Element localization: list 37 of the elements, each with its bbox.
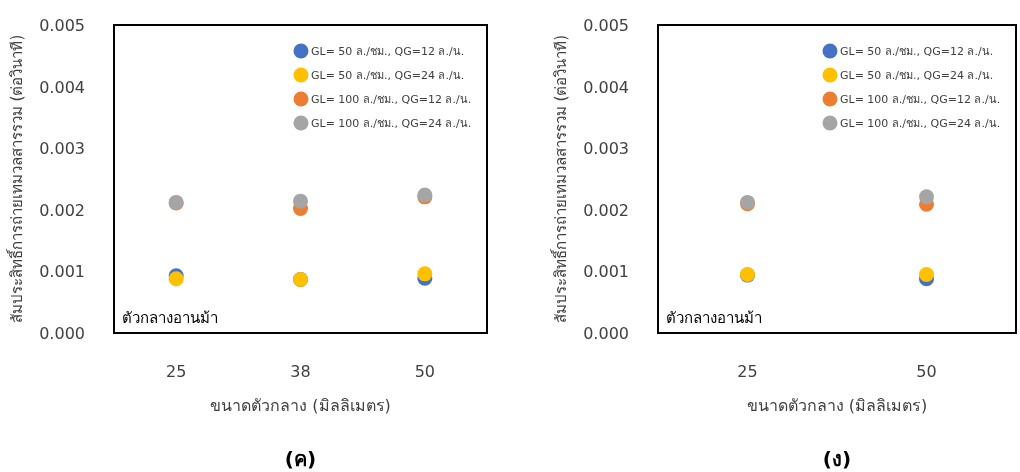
y-tick-label: 0.002: [39, 200, 85, 220]
y-tick-label: 0.001: [583, 262, 629, 282]
y-tick-label: 0.002: [583, 200, 629, 220]
x-axis-title: ขนาดตัวกลาง (มิลลิเมตร): [210, 396, 391, 415]
legend-label: GL= 100 ล./ชม., QG=12 ล./น.: [311, 93, 472, 106]
y-tick-label: 0.001: [39, 262, 85, 282]
legend-label: GL= 50 ล./ชม., QG=12 ล./น.: [840, 45, 994, 58]
point: [417, 266, 433, 282]
y-tick-label: 0.005: [583, 16, 629, 35]
y-tick-label: 0.004: [583, 77, 629, 97]
text: (ง): [822, 447, 852, 471]
legend-label: GL= 50 ล./ชม., QG=24 ล./น.: [840, 69, 994, 82]
x-tick-label: 25: [737, 362, 758, 381]
point: [293, 193, 308, 209]
y-axis-title: สัมประสิทธิ์การถ่ายเทมวลสารรวม (ต่อวินาที): [6, 34, 26, 324]
legend-label: GL= 100 ล./ชม., QG=12 ล./น.: [840, 93, 1001, 106]
legend-label: GL= 50 ล./ชม., QG=12 ล./น.: [311, 45, 465, 58]
legend-label: GL= 100 ล./ชม., QG=24 ล./น.: [311, 117, 472, 130]
legend-label: GL= 100 ล./ชม., QG=24 ล./น.: [840, 117, 1001, 130]
y-tick-label: 0.004: [39, 77, 85, 97]
x-tick-label: 38: [290, 362, 311, 381]
y-tick-label: 0.000: [583, 324, 629, 343]
annotation: ตัวกลางอานม้า: [666, 309, 762, 327]
x-tick-label: 50: [916, 362, 937, 381]
point: [919, 189, 934, 205]
text: (ค): [284, 447, 317, 471]
y-tick-label: 0.005: [39, 16, 85, 35]
y-axis-title: สัมประสิทธิ์การถ่ายเทมวลสารรวม (ต่อวินาที): [550, 34, 570, 324]
annotation: ตัวกลางอานม้า: [122, 309, 218, 327]
y-tick-label: 0.000: [39, 324, 85, 343]
legend-label: GL= 50 ล./ชม., QG=24 ล./น.: [311, 69, 465, 82]
y-tick-label: 0.003: [39, 139, 85, 159]
x-axis-title: ขนาดตัวกลาง (มิลลิเมตร): [746, 396, 928, 415]
x-tick-label: 50: [414, 362, 436, 381]
point: [919, 266, 934, 282]
x-tick-label: 25: [165, 362, 187, 381]
y-tick-label: 0.003: [583, 139, 629, 159]
